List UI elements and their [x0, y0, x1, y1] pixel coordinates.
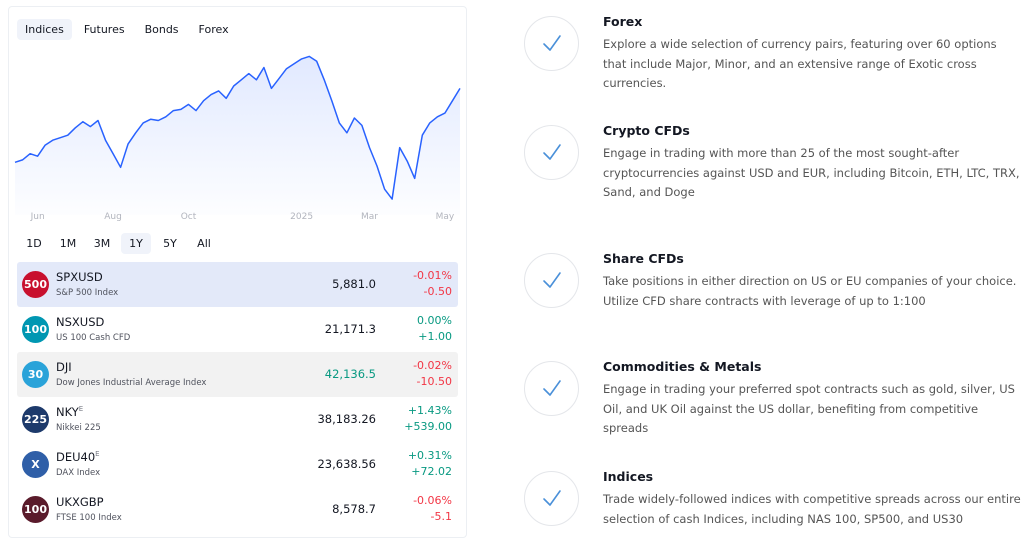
quote-row[interactable]: 500 SPXUSD S&P 500 Index 5,881.0 -0.01% -0.50 — [17, 262, 458, 307]
period-bar: 1D 1M 3M 1Y 5Y All — [19, 233, 219, 254]
change-value: +1.00 — [418, 330, 452, 343]
instrument-name: FTSE 100 Index — [56, 513, 122, 523]
period-button[interactable]: 1D — [26, 237, 42, 250]
quote-row[interactable]: 100 NSXUSD US 100 Cash CFD 21,171.3 0.00% +1.… — [17, 307, 458, 352]
feature-text: Engage in trading with more than 25 of t… — [603, 146, 1020, 199]
check-mark — [543, 35, 561, 51]
instrument-name: Nikkei 225 — [56, 423, 101, 433]
symbol-badge: 30 — [22, 361, 49, 388]
check-icon — [524, 253, 579, 308]
change-value: -10.50 — [416, 375, 452, 388]
change-percent: -0.02% — [413, 359, 452, 372]
feature-title: Crypto CFDs — [603, 123, 690, 138]
change-percent: -0.06% — [413, 494, 452, 507]
change-percent: 0.00% — [417, 314, 452, 327]
quote-row[interactable]: 225 NKYE Nikkei 225 38,183.26 +1.43% +539.00 — [17, 397, 458, 442]
market-widget: Jun Aug Oct 2025 Mar May Indices Futures Bonds F… — [8, 6, 467, 538]
exchange-flag: E — [78, 405, 84, 414]
feature-title: Commodities & Metals — [603, 359, 762, 374]
change-percent: +0.31% — [407, 449, 452, 462]
check-mark — [543, 380, 561, 396]
check-icon — [524, 16, 579, 71]
check-mark — [543, 272, 561, 288]
symbol: DEU40E — [56, 450, 100, 464]
feature-title: Share CFDs — [603, 251, 684, 266]
instrument-name: S&P 500 Index — [56, 288, 119, 298]
instrument-name: US 100 Cash CFD — [56, 333, 131, 343]
change-value: +72.02 — [411, 465, 452, 478]
symbol-badge: 100 — [22, 316, 49, 343]
feature-title: Forex — [603, 14, 643, 29]
change-value: +539.00 — [404, 420, 452, 433]
x-tick-label: May — [436, 212, 455, 222]
tab-bar: Indices Futures Bonds Forex — [17, 19, 237, 40]
feature-text: Take positions in either direction on US… — [603, 274, 1017, 308]
check-icon — [524, 361, 579, 416]
change-value: -0.50 — [423, 285, 452, 298]
change-percent: +1.43% — [407, 404, 452, 417]
feature-text: Trade widely-followed indices with compe… — [603, 492, 1021, 526]
last-price: 42,136.5 — [324, 367, 376, 381]
last-price: 21,171.3 — [324, 322, 376, 336]
last-price: 23,638.56 — [317, 457, 376, 471]
symbol-badge: 500 — [22, 271, 49, 298]
area-fill — [15, 56, 460, 216]
instrument-name: DAX Index — [56, 468, 101, 478]
quote-table: 500 SPXUSD S&P 500 Index 5,881.0 -0.01% -0.50… — [17, 262, 458, 532]
check-icon — [524, 125, 579, 180]
tab[interactable]: Indices — [17, 19, 72, 40]
x-tick-label: 2025 — [290, 212, 313, 222]
symbol-badge: X — [22, 451, 49, 478]
period-button[interactable]: 1M — [59, 237, 77, 250]
change-percent: -0.01% — [413, 269, 452, 282]
tab[interactable]: Bonds — [144, 23, 179, 36]
symbol: NKYE — [56, 405, 84, 419]
exchange-flag: E — [95, 450, 100, 459]
last-price: 38,183.26 — [317, 412, 376, 426]
quote-row[interactable]: 30 DJI Dow Jones Industrial Average Index 4… — [17, 352, 458, 397]
symbol-badge: 100 — [22, 496, 49, 523]
change-value: -5.1 — [430, 510, 452, 523]
last-price: 8,578.7 — [332, 502, 376, 516]
price-chart: Jun Aug Oct 2025 Mar May — [14, 55, 461, 222]
quote-row[interactable]: 100 UKXGBP FTSE 100 Index 8,578.7 -0.06% -5.1 — [17, 487, 458, 532]
x-tick-label: Jun — [30, 212, 45, 222]
instrument-name: Dow Jones Industrial Average Index — [56, 378, 207, 388]
check-icon — [524, 471, 579, 526]
quote-row[interactable]: X DEU40E DAX Index 23,638.56 +0.31% +72.02 — [17, 442, 458, 487]
feature-text: Engage in trading your preferred spot co… — [603, 382, 1015, 435]
x-tick-label: Oct — [181, 212, 197, 222]
feature-title: Indices — [603, 469, 654, 484]
symbol: SPXUSD — [56, 270, 103, 284]
tab[interactable]: Forex — [198, 23, 229, 36]
tab[interactable]: Futures — [83, 23, 125, 36]
x-tick-label: Mar — [361, 212, 378, 222]
period-button[interactable]: 5Y — [163, 237, 177, 250]
period-button[interactable]: 3M — [93, 237, 111, 250]
feature-text: Explore a wide selection of currency pai… — [603, 37, 997, 90]
check-mark — [543, 490, 561, 506]
last-price: 5,881.0 — [332, 277, 376, 291]
x-tick-label: Aug — [104, 212, 122, 222]
check-mark — [543, 144, 561, 160]
symbol: DJI — [56, 360, 72, 374]
symbol-badge: 225 — [22, 406, 49, 433]
period-button[interactable]: All — [197, 237, 211, 250]
period-button[interactable]: 1Y — [121, 233, 151, 254]
symbol: UKXGBP — [56, 495, 104, 509]
symbol: NSXUSD — [56, 315, 105, 329]
price-line — [14, 55, 461, 200]
